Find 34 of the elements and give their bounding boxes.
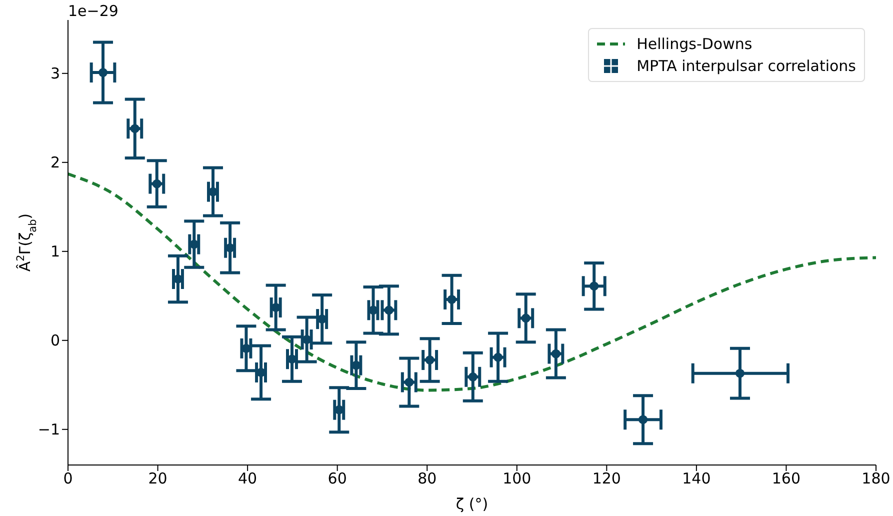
y-tick-label: 1 [50,242,60,261]
legend-label: Hellings-Downs [636,34,752,55]
y-tick-label: 3 [50,64,60,83]
x-tick-label: 120 [592,470,621,488]
x-tick-label: 20 [148,470,168,488]
x-tick-label: 80 [418,470,437,488]
legend-label: MPTA interpulsar correlations [636,56,856,77]
point [590,282,599,291]
x-axis-title: ζ (°) [456,495,488,513]
point [521,314,530,323]
annotation: 1e−29 [68,2,118,20]
point [468,372,478,382]
point [384,306,394,315]
x-tick-label: 0 [63,470,73,488]
point [152,179,162,188]
point [494,352,503,362]
line-series [68,172,876,392]
y-tick-label: 2 [50,154,60,172]
point [404,378,414,387]
x-tick-label: 60 [328,470,347,488]
x-tick-label: 160 [772,470,801,488]
y-tick-label: −1 [38,420,60,439]
point [130,124,140,134]
x-tick-label: 140 [682,470,711,488]
x-tick-label: 100 [502,470,532,488]
x-tick-label: 40 [238,470,258,488]
point [551,349,560,358]
point [447,294,456,304]
x-tick-label: 180 [862,470,890,488]
point [735,368,744,378]
y-tick-label: 0 [50,332,60,350]
point [425,355,434,364]
point [98,68,108,78]
point [638,415,648,424]
